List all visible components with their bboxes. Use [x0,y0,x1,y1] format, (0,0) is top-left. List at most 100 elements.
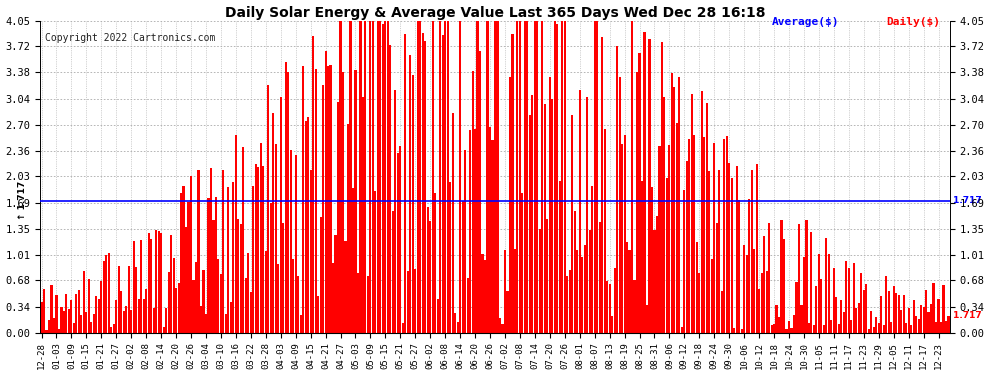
Bar [287,72,289,333]
Bar [210,168,212,333]
Bar [826,238,828,333]
Bar [78,290,80,333]
Bar [563,21,566,333]
Bar [146,289,148,333]
Bar [614,268,616,333]
Bar [542,21,544,333]
Bar [435,193,437,333]
Bar [713,143,716,333]
Bar [141,240,143,333]
Bar [579,90,581,333]
Bar [910,325,912,333]
Bar [162,327,164,333]
Bar [890,322,892,333]
Bar [440,21,442,333]
Bar [806,219,808,333]
Bar [561,21,563,333]
Bar [790,328,793,333]
Bar [532,95,534,333]
Bar [729,163,731,333]
Bar [519,21,521,333]
Bar [494,21,496,333]
Bar [741,329,742,333]
Bar [98,299,100,333]
Title: Daily Solar Energy & Average Value Last 365 Days Wed Dec 28 16:18: Daily Solar Energy & Average Value Last … [225,6,765,20]
Bar [650,187,653,333]
Bar [220,274,222,333]
Bar [626,242,628,333]
Bar [553,21,555,333]
Bar [110,327,112,333]
Bar [517,21,519,333]
Bar [267,85,269,333]
Bar [63,311,65,333]
Bar [105,255,107,333]
Bar [351,188,354,333]
Bar [783,239,785,333]
Bar [332,263,334,333]
Bar [750,170,752,333]
Bar [143,299,145,333]
Bar [41,302,43,333]
Bar [721,291,723,333]
Bar [407,271,409,333]
Bar [243,147,245,333]
Bar [571,115,573,333]
Bar [60,307,62,333]
Bar [399,146,401,333]
Bar [558,181,561,333]
Bar [673,87,675,333]
Bar [384,21,386,333]
Bar [795,282,798,333]
Bar [731,178,733,333]
Bar [693,135,695,333]
Bar [484,261,486,333]
Bar [128,266,130,333]
Bar [803,257,805,333]
Bar [857,303,860,333]
Bar [852,263,854,333]
Bar [70,300,72,333]
Bar [177,284,179,333]
Bar [716,223,718,333]
Bar [496,21,499,333]
Bar [838,324,840,333]
Bar [133,241,135,333]
Bar [940,322,942,333]
Bar [340,21,342,333]
Bar [402,322,404,333]
Bar [476,21,478,333]
Bar [486,21,489,333]
Bar [760,273,762,333]
Bar [364,21,366,333]
Bar [504,250,506,333]
Bar [507,291,509,333]
Bar [748,199,750,333]
Bar [698,273,700,333]
Bar [634,280,636,333]
Bar [282,223,284,333]
Bar [923,308,925,333]
Bar [88,279,90,333]
Bar [312,36,314,333]
Bar [753,249,755,333]
Bar [152,308,154,333]
Bar [330,65,332,333]
Bar [464,150,466,333]
Bar [546,219,548,333]
Bar [928,312,930,333]
Bar [629,250,631,333]
Bar [878,323,880,333]
Bar [599,222,601,333]
Bar [938,298,940,333]
Bar [459,21,461,333]
Bar [157,231,159,333]
Bar [474,129,476,333]
Bar [624,135,626,333]
Bar [596,21,598,333]
Bar [85,312,87,333]
Bar [185,226,187,333]
Bar [818,254,820,333]
Bar [225,314,227,333]
Bar [424,41,427,333]
